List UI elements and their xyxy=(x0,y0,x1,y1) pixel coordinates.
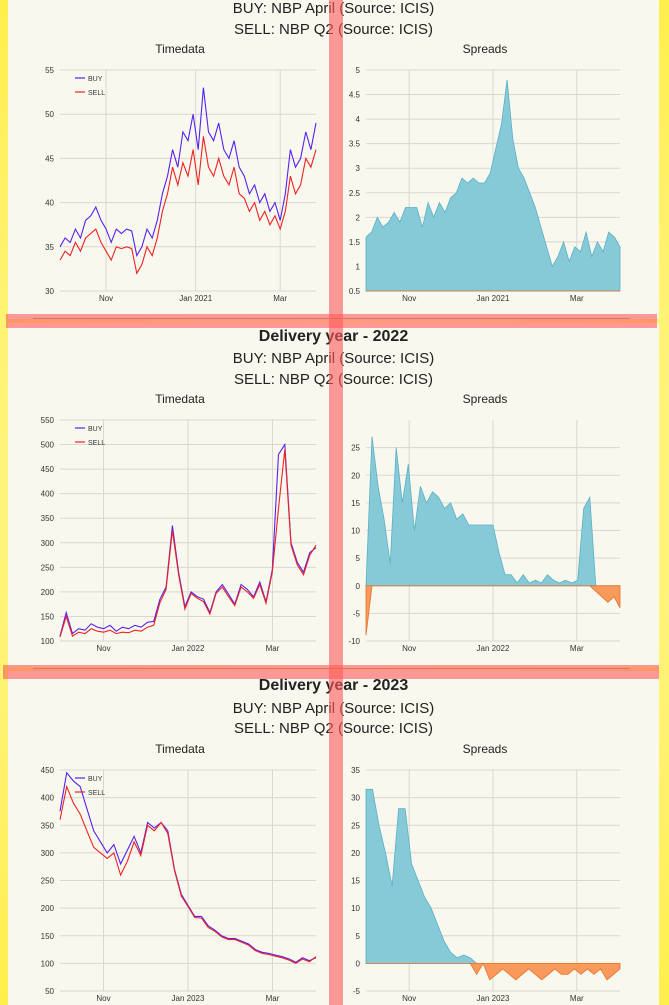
highlight-bar xyxy=(329,0,343,1005)
x-tick-label: Nov xyxy=(402,644,416,653)
y-tick-label: 3 xyxy=(356,164,361,173)
y-tick-label: 400 xyxy=(41,794,55,803)
y-tick-label: 5 xyxy=(356,66,361,75)
y-tick-label: 350 xyxy=(41,514,55,523)
y-tick-label: 3.5 xyxy=(349,140,361,149)
y-tick-label: 15 xyxy=(351,499,360,508)
x-tick-label: Jan 2021 xyxy=(179,294,212,303)
y-tick-label: 15 xyxy=(351,877,360,886)
spreads-chart: -5 0 5 10 15 20 25 30 35 Nov Jan 2023 Mar xyxy=(351,766,621,1003)
spreads-title: Spreads xyxy=(462,42,508,56)
x-tick-label: Mar xyxy=(266,994,280,1003)
y-tick-label: 35 xyxy=(351,766,360,775)
y-tick-label: 400 xyxy=(41,490,55,499)
series-line-buy xyxy=(59,771,317,963)
x-tick-label: Jan 2023 xyxy=(172,994,205,1003)
y-tick-label: 5 xyxy=(356,554,361,563)
timedata-title: Timedata xyxy=(155,392,205,406)
y-tick-label: 150 xyxy=(41,612,55,621)
y-tick-label: 5 xyxy=(356,932,361,941)
y-tick-label: 0 xyxy=(356,582,361,591)
x-tick-label: Nov xyxy=(96,644,110,653)
timedata-chart: 100 150 200 250 300 350 400 450 500 550 Nov Jan 202… xyxy=(41,416,317,653)
y-tick-label: 10 xyxy=(351,527,360,536)
legend-label: BUY xyxy=(88,776,103,783)
x-tick-label: Nov xyxy=(402,294,416,303)
spreads-chart: 0.5 1 1.5 2 2.5 3 3.5 4 4.5 5 Nov Jan 2021 Mar xyxy=(349,66,621,303)
y-tick-label: 50 xyxy=(45,110,54,119)
y-tick-label: 500 xyxy=(41,441,55,450)
series-line-sell xyxy=(59,449,317,638)
y-tick-label: 20 xyxy=(351,849,360,858)
x-tick-label: Mar xyxy=(570,294,584,303)
series-line-sell xyxy=(59,784,317,965)
x-tick-label: Jan 2022 xyxy=(172,644,205,653)
y-tick-label: 350 xyxy=(41,821,55,830)
x-tick-label: Nov xyxy=(96,994,110,1003)
negative-spread-area xyxy=(365,585,621,636)
y-tick-label: 200 xyxy=(41,904,55,913)
y-tick-label: 2.5 xyxy=(349,189,361,198)
spreads-title: Spreads xyxy=(462,742,508,756)
timedata-title: Timedata xyxy=(155,742,205,756)
y-tick-label: 100 xyxy=(41,637,55,646)
y-tick-label: 300 xyxy=(41,539,55,548)
y-tick-label: 200 xyxy=(41,588,55,597)
y-tick-label: 1.5 xyxy=(349,238,361,247)
y-tick-label: 20 xyxy=(351,471,360,480)
y-tick-label: 4.5 xyxy=(349,91,361,100)
series-line-buy xyxy=(59,87,317,258)
y-tick-label: 300 xyxy=(41,849,55,858)
y-tick-label: 30 xyxy=(351,794,360,803)
x-tick-label: Mar xyxy=(266,644,280,653)
x-tick-label: Jan 2022 xyxy=(477,644,510,653)
negative-spread-area xyxy=(365,962,621,981)
x-tick-label: Mar xyxy=(273,294,287,303)
spreads-chart: -10 -5 0 5 10 15 20 25 Nov Jan 2022 Mar xyxy=(348,420,621,653)
y-tick-label: 35 xyxy=(45,243,54,252)
positive-spread-area xyxy=(365,436,621,587)
legend-label: SELL xyxy=(88,790,105,797)
x-tick-label: Jan 2021 xyxy=(477,294,510,303)
x-tick-label: Nov xyxy=(99,294,113,303)
x-tick-label: Jan 2023 xyxy=(477,994,510,1003)
y-tick-label: 100 xyxy=(41,959,55,968)
y-tick-label: 450 xyxy=(41,766,55,775)
y-tick-label: 250 xyxy=(41,877,55,886)
y-tick-label: 25 xyxy=(351,821,360,830)
legend-label: BUY xyxy=(88,426,103,433)
y-tick-label: 30 xyxy=(45,287,54,296)
y-tick-label: 550 xyxy=(41,416,55,425)
y-tick-label: 1 xyxy=(356,262,361,271)
y-tick-label: 4 xyxy=(356,115,361,124)
x-tick-label: Nov xyxy=(402,994,416,1003)
y-tick-label: 45 xyxy=(45,154,54,163)
timedata-chart: 50 100 150 200 250 300 350 400 450 Nov Jan 2023 Mar… xyxy=(41,766,317,1003)
y-tick-label: 25 xyxy=(351,444,360,453)
series-line-sell xyxy=(59,136,317,275)
y-tick-label: 10 xyxy=(351,904,360,913)
x-tick-label: Mar xyxy=(570,644,584,653)
timedata-title: Timedata xyxy=(155,42,205,56)
y-tick-label: 50 xyxy=(45,987,54,996)
y-tick-label: 450 xyxy=(41,465,55,474)
y-tick-label: 250 xyxy=(41,563,55,572)
series-line-buy xyxy=(59,442,317,637)
x-tick-label: Mar xyxy=(570,994,584,1003)
timedata-chart: 30 35 40 45 50 55 Nov Jan 2021 Mar BUY SELL xyxy=(45,66,317,303)
y-tick-label: 2 xyxy=(356,213,361,222)
legend-label: SELL xyxy=(88,440,105,447)
legend-label: BUY xyxy=(88,76,103,83)
y-tick-label: -10 xyxy=(348,637,360,646)
y-tick-label: -5 xyxy=(353,987,361,996)
legend-label: SELL xyxy=(88,90,105,97)
y-tick-label: 40 xyxy=(45,199,54,208)
y-tick-label: 55 xyxy=(45,66,54,75)
spreads-title: Spreads xyxy=(462,392,508,406)
y-tick-label: 0.5 xyxy=(349,287,361,296)
y-tick-label: 0 xyxy=(356,959,361,968)
positive-spread-area xyxy=(365,79,621,292)
y-tick-label: 150 xyxy=(41,932,55,941)
y-tick-label: -5 xyxy=(353,609,361,618)
